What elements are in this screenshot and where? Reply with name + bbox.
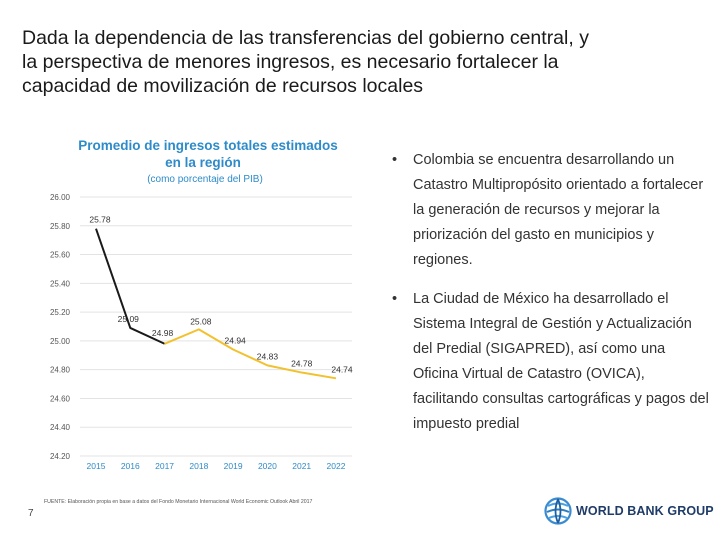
bullet-text: Colombia se encuentra desarrollando un C… xyxy=(413,152,704,268)
bullet-marker: • xyxy=(392,152,398,168)
x-tick-label: 2016 xyxy=(121,461,140,471)
y-tick-label: 25.80 xyxy=(50,222,71,231)
x-tick-label: 2018 xyxy=(189,461,208,471)
y-tick-label: 25.60 xyxy=(50,251,71,260)
title-line: la perspectiva de menores ingresos, es n… xyxy=(22,51,559,73)
y-tick-label: 26.00 xyxy=(50,193,71,202)
x-tick-label: 2022 xyxy=(327,461,346,471)
y-tick-label: 24.40 xyxy=(50,423,71,432)
x-tick-label: 2019 xyxy=(224,461,243,471)
data-label: 24.78 xyxy=(291,359,313,369)
bullet-list: • Colombia se encuentra desarrollando un… xyxy=(392,148,712,451)
chart-title: Promedio de ingresos totales estimados xyxy=(78,138,338,153)
y-tick-label: 25.00 xyxy=(50,337,71,346)
world-bank-logo: WORLD BANK GROUP xyxy=(544,497,714,525)
bullet-marker: • xyxy=(392,291,398,307)
data-label: 24.74 xyxy=(331,364,353,374)
data-label: 24.98 xyxy=(152,328,174,338)
y-tick-label: 24.20 xyxy=(50,452,71,461)
globe-icon xyxy=(544,497,572,525)
page-number: 7 xyxy=(28,508,34,519)
x-tick-label: 2020 xyxy=(258,461,277,471)
x-tick-label: 2015 xyxy=(87,461,106,471)
logo-text: WORLD BANK GROUP xyxy=(576,504,714,518)
bullet-item: • Colombia se encuentra desarrollando un… xyxy=(392,148,712,273)
series-line-proyectado xyxy=(164,328,337,380)
y-tick-label: 24.80 xyxy=(50,366,71,375)
bullet-text: La Ciudad de México ha desarrollado el S… xyxy=(413,291,709,432)
title-line: Dada la dependencia de las transferencia… xyxy=(22,27,589,49)
chart-source-note: FUENTE: Elaboración propia en base a dat… xyxy=(44,499,312,505)
chart-subtitle: (como porcentaje del PIB) xyxy=(147,174,263,185)
data-label: 25.78 xyxy=(89,215,111,225)
data-label: 24.83 xyxy=(257,351,279,361)
x-tick-label: 2017 xyxy=(155,461,174,471)
y-tick-label: 24.60 xyxy=(50,394,71,403)
series-line-observado xyxy=(95,228,165,345)
chart-title: en la región xyxy=(165,155,241,170)
data-label: 25.09 xyxy=(118,314,140,324)
bullet-item: • La Ciudad de México ha desarrollado el… xyxy=(392,287,712,437)
y-tick-label: 25.40 xyxy=(50,279,71,288)
x-tick-label: 2021 xyxy=(292,461,311,471)
y-tick-label: 25.20 xyxy=(50,308,71,317)
data-label: 25.08 xyxy=(190,316,212,326)
slide-title: Dada la dependencia de las transferencia… xyxy=(22,26,702,98)
data-label: 24.94 xyxy=(225,336,247,346)
title-line: capacidad de movilización de recursos lo… xyxy=(22,75,424,97)
